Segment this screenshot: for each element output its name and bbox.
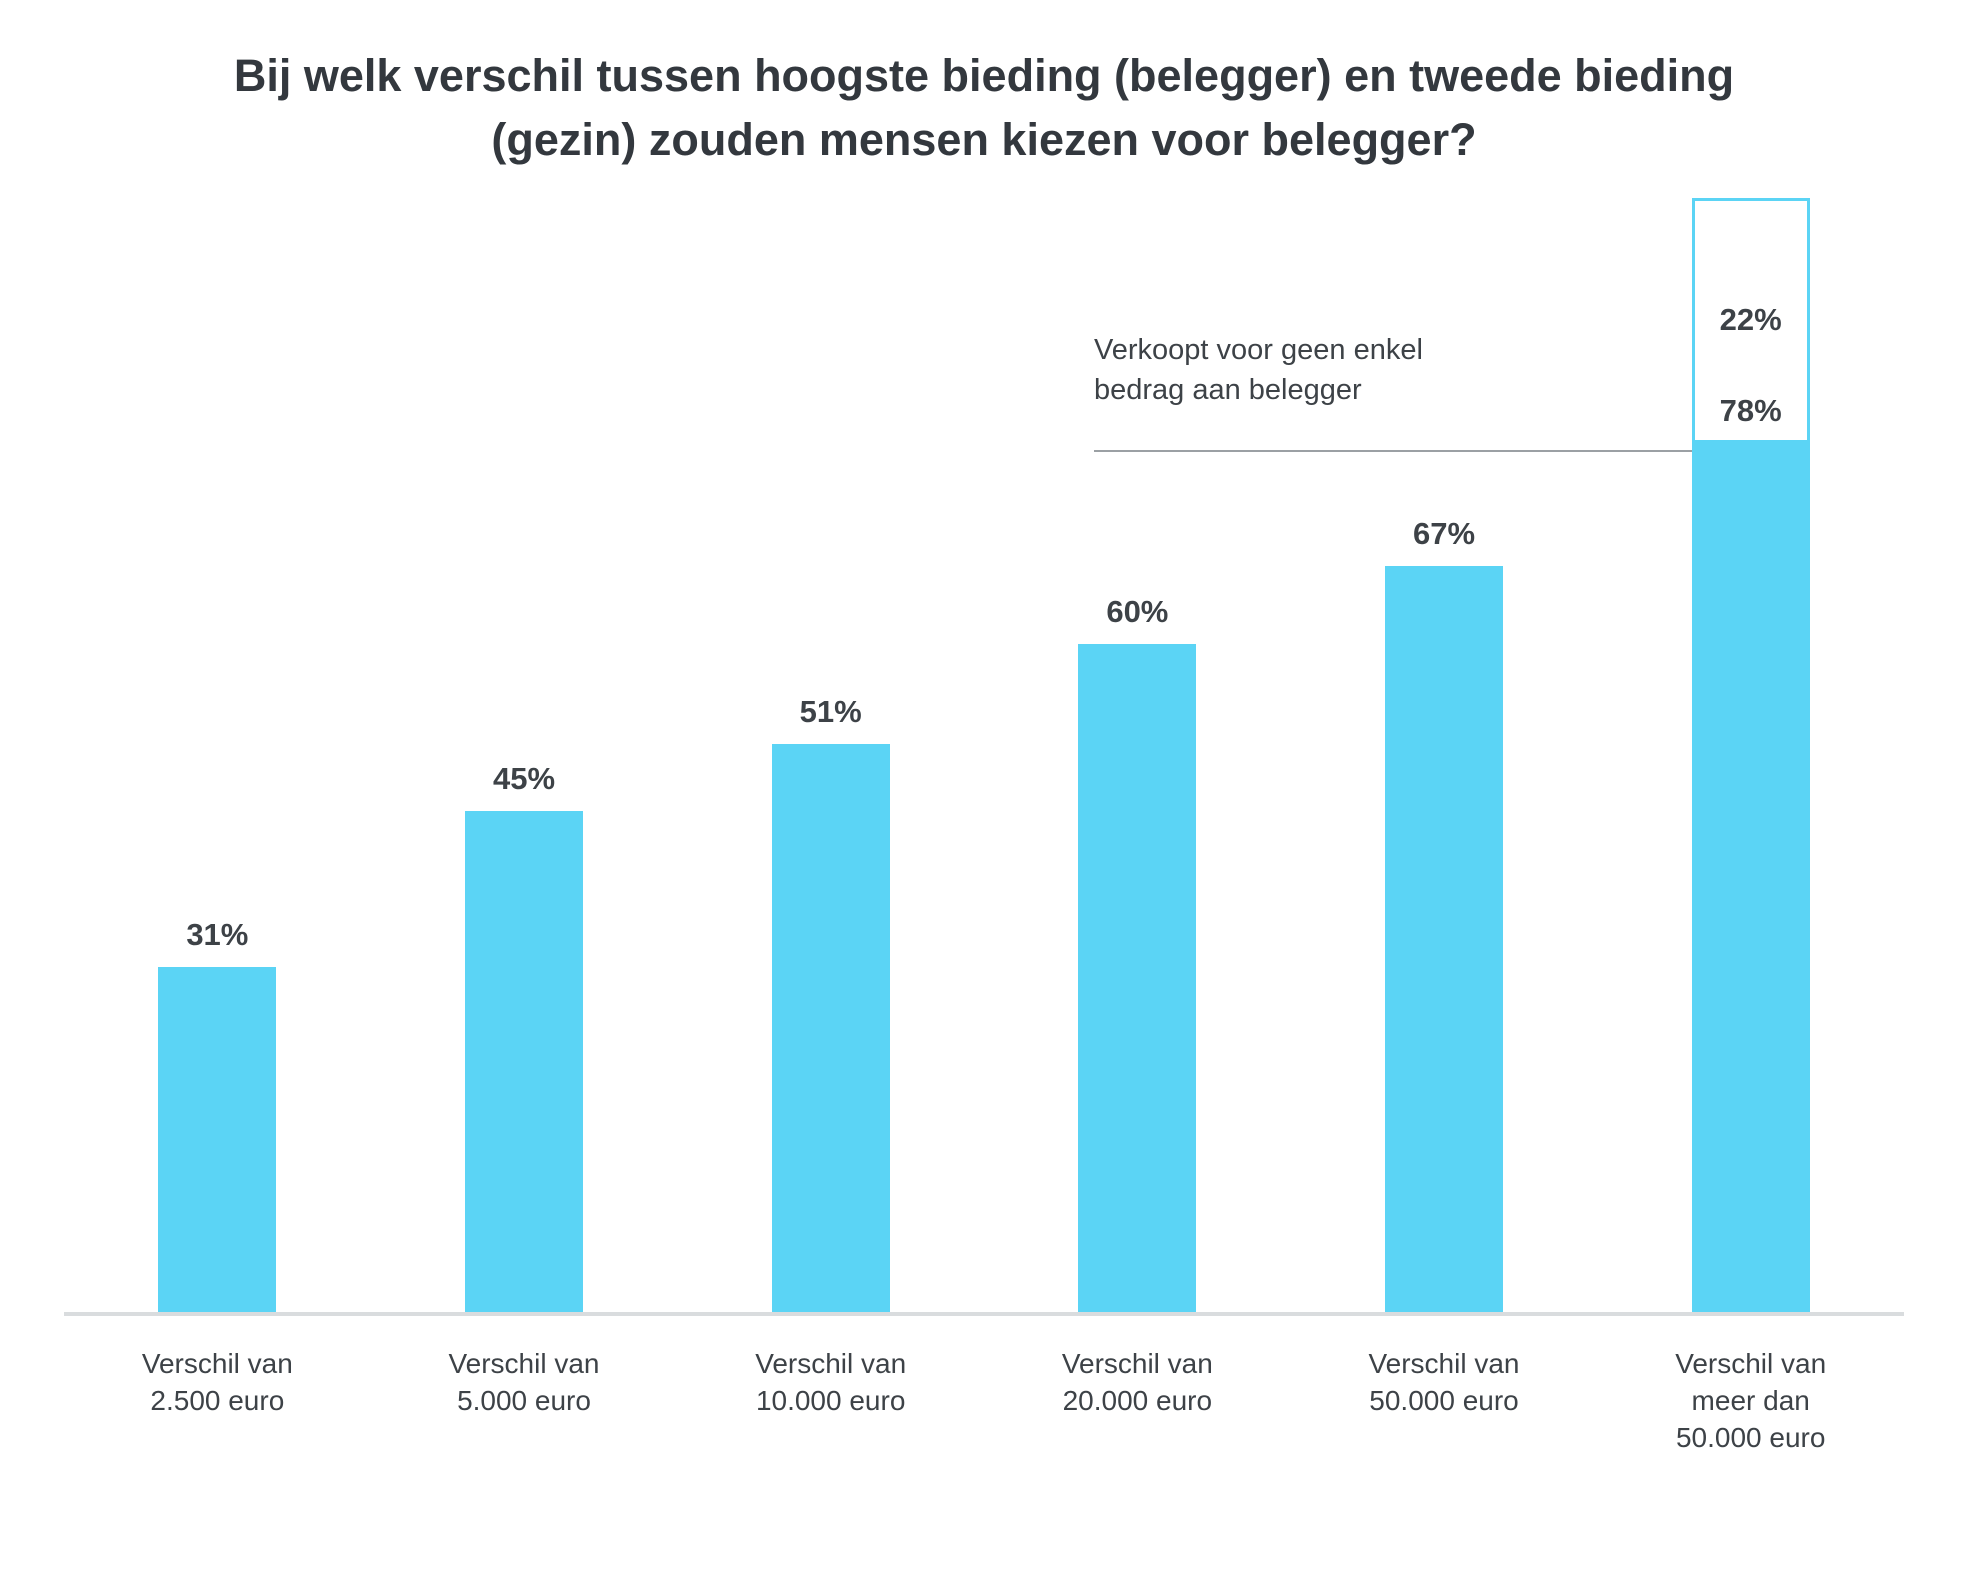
remainder-value-label: 22% (1719, 302, 1782, 338)
bar-column-6: 22% 78% (1597, 197, 1904, 1313)
bar-column-2: 45% (371, 198, 678, 1313)
chart-plot-area: Verkoopt voor geen enkel bedrag aan bele… (64, 197, 1904, 1316)
category-labels-row: Verschil van 2.500 euro Verschil van 5.0… (64, 1345, 1904, 1457)
bar-value-label: 51% (799, 694, 862, 730)
bar (465, 811, 583, 1313)
bar (771, 744, 890, 1313)
bar-value-label: 60% (1106, 593, 1169, 629)
bar-column-3: 51% (677, 198, 984, 1313)
chart-title: Bij welk verschil tussen hoogste bieding… (233, 50, 1735, 165)
bar-value-label: 67% (1413, 515, 1476, 551)
bar-value-label: 45% (492, 761, 556, 797)
bars-container: 31% 45% 51% 60% 67% 22% (64, 197, 1904, 1313)
bar (1385, 565, 1504, 1313)
category-label: Verschil van 20.000 euro (1061, 1347, 1213, 1417)
bar-value-label: 31% (186, 917, 249, 953)
bar-column-1: 31% (64, 198, 371, 1313)
category-label: Verschil van 50.000 euro (1368, 1347, 1520, 1417)
bar (1078, 643, 1197, 1313)
category-label: Verschil van 5.000 euro (448, 1347, 600, 1417)
bar (1691, 443, 1810, 1313)
bar-value-label: 78% (1719, 393, 1782, 429)
category-label: Verschil van 10.000 euro (755, 1347, 907, 1417)
annotation-text: Verkoopt voor geen enkel bedrag aan bele… (1094, 333, 1423, 406)
x-axis-line (64, 1311, 1904, 1316)
bar-column-4: 60% (984, 198, 1291, 1313)
bar (158, 967, 277, 1313)
bar-column-5: 67% (1291, 198, 1598, 1313)
bar-remainder-segment: 22% (1691, 197, 1810, 444)
category-label: Verschil van 2.500 euro (141, 1347, 293, 1417)
annotation-callout: Verkoopt voor geen enkel bedrag aan bele… (1094, 330, 1692, 452)
category-label: Verschil van meer dan 50.000 euro (1675, 1347, 1827, 1454)
